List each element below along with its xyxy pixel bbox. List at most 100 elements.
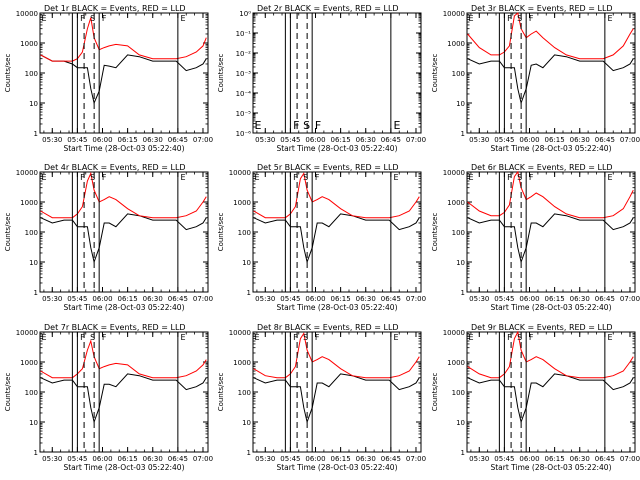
x-tick-label: 06:00 bbox=[92, 136, 112, 144]
region-marker-f: F bbox=[529, 173, 534, 182]
x-tick-label: 06:45 bbox=[168, 455, 188, 463]
x-tick-label: 06:00 bbox=[305, 295, 325, 303]
x-tick-label: 06:45 bbox=[381, 136, 401, 144]
detector-panel-9: Det 9r BLACK = Events, RED = LLD 1 10 100 10… bbox=[431, 323, 640, 472]
y-axis-label: Counts/sec bbox=[4, 373, 12, 412]
region-marker-e: E bbox=[181, 173, 186, 182]
x-axis-label: Start Time (28-Oct-03 05:22:40) bbox=[276, 144, 397, 153]
y-tick-label: 10⁰ bbox=[239, 10, 251, 18]
x-tick-label: 06:45 bbox=[381, 455, 401, 463]
series-line-events bbox=[467, 54, 634, 105]
y-tick-label: 10 bbox=[456, 100, 465, 108]
x-tick-label: 06:30 bbox=[143, 455, 163, 463]
series-line-lld bbox=[467, 330, 634, 379]
panel-title: Det 4r BLACK = Events, RED = LLD bbox=[44, 163, 186, 172]
detector-panel-7: Det 7r BLACK = Events, RED = LLD 1 10 100 10… bbox=[4, 323, 213, 472]
x-axis-label: Start Time (28-Oct-03 05:22:40) bbox=[276, 463, 397, 472]
region-marker-s: S bbox=[90, 14, 95, 23]
x-tick-label: 07:00 bbox=[193, 295, 213, 303]
x-tick-label: 06:15 bbox=[545, 455, 565, 463]
series-line-events bbox=[467, 213, 634, 264]
x-axis-label: Start Time (28-Oct-03 05:22:40) bbox=[63, 303, 184, 312]
y-tick-label: 1 bbox=[247, 289, 251, 297]
x-tick-label: 05:30 bbox=[469, 455, 489, 463]
region-marker-e: E bbox=[608, 333, 613, 342]
series-line-lld bbox=[467, 170, 634, 219]
x-tick-label: 05:30 bbox=[42, 295, 62, 303]
panel-title: Det 2r BLACK = Events, RED = LLD bbox=[257, 4, 399, 13]
panel-title: Det 7r BLACK = Events, RED = LLD bbox=[44, 323, 186, 332]
y-tick-label: 1000 bbox=[447, 40, 465, 48]
x-tick-label: 07:00 bbox=[406, 136, 426, 144]
x-tick-label: 05:45 bbox=[280, 295, 300, 303]
x-tick-label: 06:45 bbox=[595, 455, 615, 463]
region-marker-e: E bbox=[255, 173, 260, 182]
x-tick-label: 06:30 bbox=[570, 295, 590, 303]
x-tick-label: 06:15 bbox=[118, 136, 138, 144]
y-tick-label: 1 bbox=[34, 449, 38, 457]
panel-title: Det 1r BLACK = Events, RED = LLD bbox=[44, 4, 186, 13]
x-tick-label: 06:30 bbox=[356, 136, 376, 144]
region-marker-e: E bbox=[394, 173, 399, 182]
region-marker-s: S bbox=[517, 173, 522, 182]
series-line-lld bbox=[40, 171, 207, 219]
y-tick-label: 10000 bbox=[443, 329, 465, 337]
x-tick-label: 05:45 bbox=[494, 455, 514, 463]
y-tick-label: 1000 bbox=[233, 359, 251, 367]
region-marker-f: F bbox=[507, 173, 512, 182]
y-tick-label: 10⁻³ bbox=[236, 70, 252, 78]
region-marker-s: S bbox=[303, 173, 308, 182]
y-tick-label: 1000 bbox=[447, 359, 465, 367]
y-tick-label: 1000 bbox=[233, 199, 251, 207]
x-tick-label: 05:45 bbox=[494, 295, 514, 303]
region-marker-e: E bbox=[42, 14, 47, 23]
series-line-events bbox=[253, 373, 420, 424]
y-tick-label: 10 bbox=[29, 100, 38, 108]
series-line-lld bbox=[467, 12, 634, 60]
y-tick-label: 10 bbox=[456, 259, 465, 267]
panel-title: Det 6r BLACK = Events, RED = LLD bbox=[471, 163, 613, 172]
plot-frame bbox=[252, 331, 422, 453]
series-line-events bbox=[40, 54, 207, 105]
region-marker-f: F bbox=[507, 14, 512, 23]
x-tick-label: 05:45 bbox=[280, 455, 300, 463]
x-tick-label: 05:30 bbox=[42, 136, 62, 144]
x-tick-label: 05:30 bbox=[469, 136, 489, 144]
region-marker-f: F bbox=[80, 333, 85, 342]
x-tick-label: 06:45 bbox=[595, 295, 615, 303]
region-marker-e: E bbox=[181, 14, 186, 23]
y-axis-label: Counts/sec bbox=[431, 373, 439, 412]
series-line-events bbox=[40, 213, 207, 264]
y-axis-label: Counts/sec bbox=[217, 54, 225, 93]
region-marker-s: S bbox=[303, 119, 310, 132]
y-tick-label: 10⁻² bbox=[236, 50, 252, 58]
y-tick-label: 10 bbox=[456, 419, 465, 427]
x-axis-label: Start Time (28-Oct-03 05:22:40) bbox=[490, 144, 611, 153]
y-axis-label: Counts/sec bbox=[4, 213, 12, 252]
region-marker-e: E bbox=[255, 119, 262, 132]
x-tick-label: 06:15 bbox=[331, 295, 351, 303]
y-tick-label: 1 bbox=[34, 130, 38, 138]
y-tick-label: 1000 bbox=[447, 199, 465, 207]
series-line-lld bbox=[40, 17, 207, 62]
region-marker-e: E bbox=[608, 14, 613, 23]
region-marker-s: S bbox=[90, 173, 95, 182]
region-marker-e: E bbox=[469, 173, 474, 182]
region-marker-e: E bbox=[394, 333, 399, 342]
x-tick-label: 05:45 bbox=[67, 455, 87, 463]
detector-panel-8: Det 8r BLACK = Events, RED = LLD 1 10 100 10… bbox=[217, 323, 426, 472]
region-marker-e: E bbox=[42, 333, 47, 342]
region-marker-e: E bbox=[469, 333, 474, 342]
y-tick-label: 100 bbox=[452, 229, 465, 237]
region-marker-f: F bbox=[293, 173, 298, 182]
plot-frame bbox=[39, 171, 209, 293]
y-tick-label: 10000 bbox=[16, 10, 38, 18]
region-marker-f: F bbox=[315, 119, 321, 132]
y-tick-label: 1 bbox=[461, 449, 465, 457]
x-tick-label: 06:30 bbox=[570, 455, 590, 463]
y-tick-label: 10000 bbox=[443, 169, 465, 177]
panel-title: Det 3r BLACK = Events, RED = LLD bbox=[471, 4, 613, 13]
x-tick-label: 06:30 bbox=[570, 136, 590, 144]
plot-frame bbox=[466, 12, 636, 134]
region-marker-f: F bbox=[80, 14, 85, 23]
